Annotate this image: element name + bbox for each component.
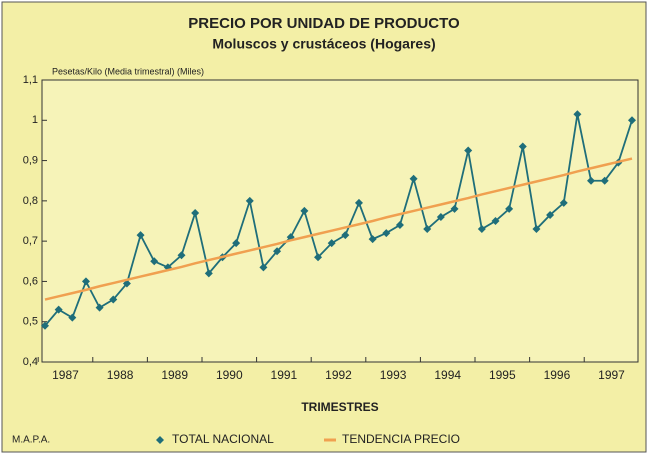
point xyxy=(409,174,418,183)
point xyxy=(204,269,213,278)
y-tick-label: 1 xyxy=(32,114,38,126)
x-tick-label: 1996 xyxy=(544,368,571,382)
y-tick-label: 0,7 xyxy=(23,235,38,247)
legend-label: TENDENCIA PRECIO xyxy=(342,432,460,446)
chart-title: PRECIO POR UNIDAD DE PRODUCTO xyxy=(188,15,460,32)
point xyxy=(150,257,159,266)
point xyxy=(505,204,514,213)
x-axis-label: TRIMESTRES xyxy=(301,400,378,414)
point xyxy=(518,142,527,151)
point xyxy=(382,229,391,238)
y-tick-label: 1,1 xyxy=(23,74,38,86)
y-tick-label: 0,4 xyxy=(23,356,38,368)
x-tick-label: 1997 xyxy=(598,368,625,382)
y-axis-label: Pesetas/Kilo (Media trimestral) (Miles) xyxy=(52,66,204,76)
point xyxy=(587,176,596,185)
x-tick-label: 1993 xyxy=(380,368,407,382)
y-tick-label: 0,9 xyxy=(23,154,38,166)
point xyxy=(395,221,404,230)
point xyxy=(81,277,90,286)
y-tick-label: 0,6 xyxy=(23,275,38,287)
plot-area xyxy=(41,79,639,363)
y-tick-label: 0,8 xyxy=(23,195,38,207)
data-line xyxy=(44,114,633,327)
x-tick-label: 1987 xyxy=(52,368,79,382)
source: M.A.P.A. xyxy=(12,435,50,446)
point xyxy=(573,110,582,119)
point xyxy=(259,263,268,272)
x-tick-label: 1994 xyxy=(434,368,461,382)
point xyxy=(477,225,486,234)
point xyxy=(354,198,363,207)
x-tick-label: 1991 xyxy=(271,368,298,382)
point xyxy=(423,225,432,234)
point xyxy=(600,176,609,185)
point xyxy=(232,239,241,248)
point xyxy=(41,321,49,330)
legend-symbol xyxy=(156,436,164,444)
point xyxy=(245,196,254,205)
point xyxy=(628,116,636,125)
point xyxy=(95,303,104,312)
point xyxy=(136,231,145,240)
point xyxy=(464,146,473,155)
point xyxy=(109,295,118,304)
point xyxy=(491,217,500,225)
point xyxy=(300,206,309,215)
point xyxy=(68,313,77,322)
x-tick-label: 1995 xyxy=(489,368,516,382)
point xyxy=(450,204,459,213)
legend-label: TOTAL NACIONAL xyxy=(172,432,274,446)
point xyxy=(327,239,336,248)
point xyxy=(559,198,568,207)
point xyxy=(314,253,323,262)
point xyxy=(436,212,445,221)
point xyxy=(177,251,186,260)
point xyxy=(191,208,200,217)
point xyxy=(368,235,377,244)
point xyxy=(546,210,555,219)
point xyxy=(532,225,541,234)
x-tick-label: 1988 xyxy=(107,368,134,382)
point xyxy=(273,247,282,256)
y-tick-label: 0,5 xyxy=(23,316,38,328)
point xyxy=(341,231,350,240)
point xyxy=(54,305,63,314)
chart-subtitle: Moluscos y crustáceos (Hogares) xyxy=(212,36,435,52)
x-tick-label: 1989 xyxy=(161,368,188,382)
x-tick-label: 1990 xyxy=(216,368,243,382)
x-tick-label: 1992 xyxy=(325,368,352,382)
trend-line xyxy=(44,157,633,301)
